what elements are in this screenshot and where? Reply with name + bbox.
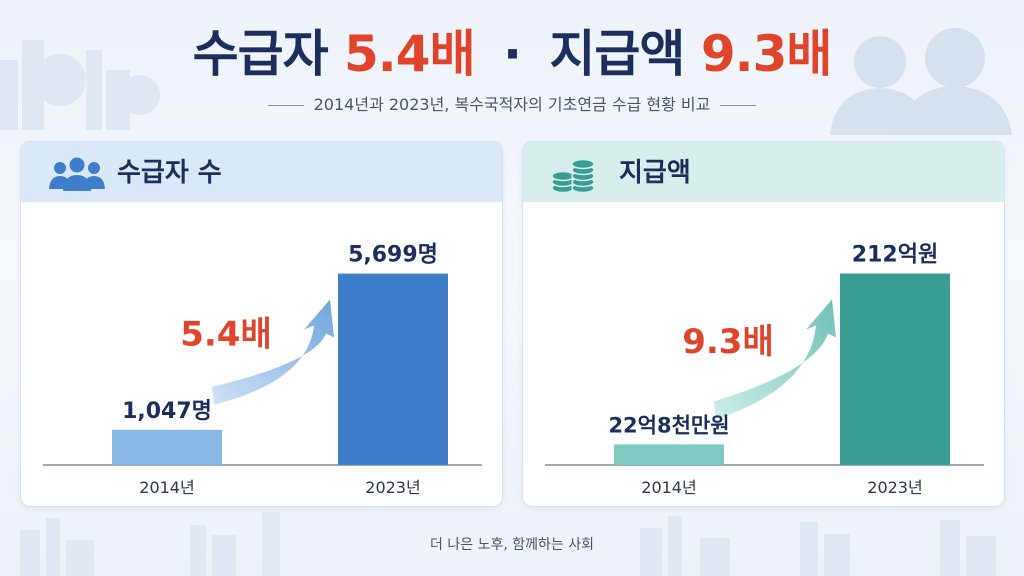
amount-panel-title: 지급액	[619, 158, 691, 188]
bar-2023	[840, 273, 950, 465]
category-label-2023: 2023년	[365, 478, 420, 497]
growth-ratio-annotation: 9.3배	[682, 322, 774, 362]
amount-panel: 지급액 22억8천만원 212억원 9.3배 2014년 2023년	[522, 141, 1005, 507]
subtitle-text: 2014년과 2023년, 복수국적자의 기초연금 수급 현황 비교	[313, 95, 711, 114]
bar-2023-value-label: 5,699명	[348, 243, 438, 268]
title-amount-ratio: 9.3배	[700, 25, 833, 83]
bar-2023	[338, 273, 448, 465]
title-amount: 지급액	[549, 25, 685, 83]
category-label-2014: 2014년	[641, 478, 696, 497]
title-recipients: 수급자	[192, 25, 329, 83]
title-separator: ·	[503, 25, 522, 83]
category-label-2014: 2014년	[139, 478, 194, 497]
footer-slogan: 더 나은 노후, 함께하는 사회	[430, 537, 594, 553]
recipients-panel-title: 수급자 수	[117, 158, 222, 188]
subtitle-dash-left	[267, 105, 304, 106]
amount-chart: 22억8천만원 212억원 9.3배 2014년 2023년	[545, 242, 984, 497]
bar-2023-value-label: 212억원	[852, 242, 938, 267]
growth-ratio-annotation: 5.4배	[180, 315, 272, 355]
growth-arrow	[714, 299, 836, 420]
recipients-panel-header: 수급자 수	[21, 142, 502, 202]
subtitle-dash-right	[720, 105, 757, 106]
page-title: 수급자 5.4배 · 지급액 9.3배	[0, 22, 1024, 86]
page-subtitle: 2014년과 2023년, 복수국적자의 기초연금 수급 현황 비교	[0, 94, 1024, 116]
people-icon	[49, 157, 105, 191]
title-recipients-ratio: 5.4배	[344, 25, 476, 83]
category-label-2023: 2023년	[867, 478, 922, 497]
bar-2014	[112, 429, 222, 465]
recipients-chart: 1,047명 5,699명 5.4배 2014년 2023년	[43, 243, 482, 497]
growth-arrow	[212, 299, 334, 405]
coins-icon	[551, 158, 595, 194]
bar-2014-value-label: 22억8천만원	[608, 413, 729, 437]
amount-panel-header: 지급액	[523, 142, 1004, 202]
recipients-panel: 수급자 수 1,047명 5,699명 5.4배 2014년 2023년	[20, 141, 503, 507]
bar-2014-value-label: 1,047명	[122, 399, 212, 424]
bar-2014	[614, 444, 724, 465]
